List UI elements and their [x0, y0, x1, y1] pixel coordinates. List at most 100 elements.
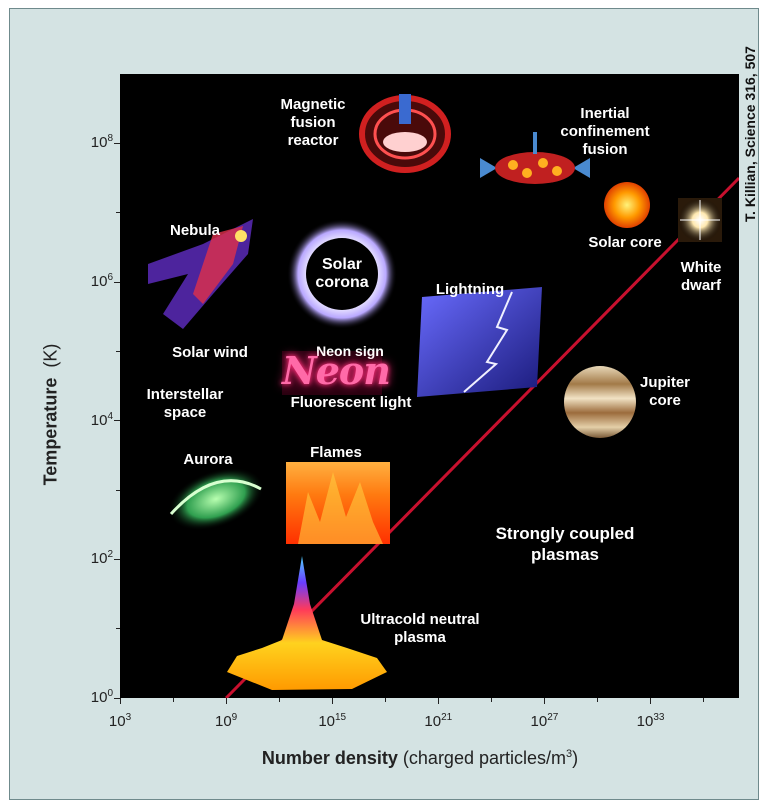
- y-tick-base: 10: [90, 689, 108, 706]
- x-tick-exp: 27: [547, 712, 559, 723]
- label-aurora-line1: Aurora: [183, 451, 233, 468]
- y-tick-exp: 2: [107, 549, 113, 561]
- inertial-confinement-fusion-icon: [480, 132, 590, 184]
- nebula-icon: [148, 219, 253, 329]
- x-tick-label: 1021: [403, 712, 473, 730]
- label-lightning-line1: Lightning: [435, 281, 505, 298]
- y-axis-label-unit: (K): [40, 343, 61, 368]
- x-tick-exp: 15: [335, 712, 347, 723]
- x-tick-base: 10: [108, 713, 126, 730]
- label-fluorescent-light: Fluorescent light: [276, 394, 426, 412]
- label-magnetic-fusion-reactor-line2: fusion: [290, 114, 336, 131]
- label-solar-core-line1: Solar core: [588, 234, 662, 251]
- y-minor-tick-mark: [116, 628, 120, 630]
- y-tick-label: 108: [0, 133, 113, 151]
- neon-sign-backing: [282, 351, 382, 395]
- x-tick-base: 10: [318, 713, 335, 730]
- x-tick-base: 10: [530, 713, 548, 730]
- aurora-icon: [168, 467, 264, 531]
- y-tick-label: 102: [0, 549, 113, 567]
- label-lightning: Lightning: [420, 281, 520, 299]
- x-minor-tick-mark: [278, 698, 280, 702]
- x-tick-exp: 33: [653, 712, 665, 723]
- solar-corona-icon: [287, 219, 397, 329]
- x-axis-label: Number density (charged particles/m3): [160, 748, 680, 769]
- label-neon-sign-line1: Neon sign: [316, 343, 384, 359]
- solar-core-icon: [604, 182, 650, 228]
- x-tick-mark: [437, 698, 439, 704]
- y-tick-exp: 0: [107, 688, 113, 699]
- x-tick-label: 1027: [509, 712, 579, 730]
- jupiter-core-icon: [564, 366, 636, 438]
- label-ultracold-line1: Ultracold neutral: [360, 611, 480, 628]
- label-magnetic-fusion-reactor-line3: reactor: [287, 132, 339, 149]
- y-tick-mark: [114, 281, 120, 283]
- y-tick-base: 10: [90, 411, 108, 429]
- label-flames-line1: Flames: [310, 444, 362, 461]
- label-white-dwarf: White dwarf: [668, 259, 734, 295]
- label-fluorescent-line1: Fluorescent light: [290, 394, 412, 411]
- label-white-dwarf-line1: White: [680, 259, 722, 276]
- y-tick-base: 10: [90, 550, 108, 568]
- x-tick-exp: 21: [441, 712, 453, 723]
- y-tick-mark: [114, 558, 120, 560]
- y-tick-exp: 8: [107, 133, 113, 145]
- x-tick-base: 10: [214, 713, 232, 730]
- label-jupiter-core: Jupiter core: [625, 374, 705, 410]
- credit-text: T. Killian, Science 316, 507: [742, 46, 758, 222]
- label-magnetic-fusion-reactor-line1: Magnetic: [280, 96, 346, 113]
- neon-sign-graphic: Neon: [282, 348, 391, 393]
- x-axis-label-unit: (charged particles/m: [402, 748, 566, 768]
- label-nebula: Nebula: [150, 222, 240, 240]
- y-tick-mark: [114, 142, 120, 144]
- label-solar-wind-line1: Solar wind: [172, 344, 248, 361]
- y-tick-label: 100: [0, 688, 113, 706]
- plot-svg: [148, 94, 739, 698]
- label-interstellar-line1: Interstellar: [146, 386, 224, 403]
- x-minor-tick-mark: [703, 698, 705, 702]
- flames-icon: [286, 462, 390, 544]
- x-axis-label-text: Number density: [261, 748, 398, 768]
- x-minor-tick-mark: [597, 698, 598, 702]
- x-tick-label: 1015: [297, 712, 367, 730]
- y-tick-mark: [114, 420, 120, 422]
- x-tick-label: 103: [85, 712, 155, 730]
- x-axis-label-unit-exp: 3: [566, 748, 573, 760]
- label-inertial-line1: Inertial: [580, 105, 630, 122]
- label-jupiter-line2: core: [649, 392, 681, 409]
- x-minor-tick-mark: [384, 698, 386, 702]
- label-nebula-line1: Nebula: [169, 222, 220, 239]
- label-jupiter-line1: Jupiter: [639, 374, 690, 391]
- y-tick-mark: [114, 697, 120, 699]
- y-tick-base: 10: [90, 134, 108, 152]
- plot-area: Magnetic fusion reactor Inertial confine…: [120, 74, 739, 698]
- label-ultracold-neutral-plasma: Ultracold neutral plasma: [345, 611, 495, 647]
- x-tick-mark: [119, 698, 121, 704]
- label-interstellar-line2: space: [163, 404, 207, 421]
- label-ultracold-line2: plasma: [394, 629, 446, 646]
- x-tick-exp: 3: [125, 712, 132, 723]
- magnetic-fusion-reactor-icon: [359, 94, 451, 173]
- x-minor-tick-mark: [490, 698, 492, 702]
- ultracold-neutral-plasma-icon: [227, 556, 387, 690]
- y-minor-tick-mark: [116, 212, 120, 214]
- label-flames: Flames: [296, 444, 376, 462]
- x-tick-base: 10: [424, 713, 442, 730]
- x-tick-mark: [543, 698, 545, 704]
- label-solar-corona-line2: corona: [315, 274, 369, 291]
- label-aurora: Aurora: [168, 451, 248, 469]
- label-solar-corona: Solar corona: [302, 256, 382, 292]
- label-strongly-coupled-text: Strongly coupled plasmas: [495, 524, 635, 564]
- y-minor-tick-mark: [116, 350, 120, 352]
- x-tick-mark: [225, 698, 227, 704]
- label-inertial-line2: confinement: [560, 123, 650, 140]
- label-inertial-line3: fusion: [582, 141, 628, 158]
- x-minor-tick-mark: [172, 698, 174, 702]
- x-tick-base: 10: [636, 713, 654, 730]
- label-strongly-coupled-plasmas: Strongly coupled plasmas: [475, 523, 655, 565]
- y-axis-label: Temperature (K): [41, 310, 62, 520]
- label-solar-corona-line1: Solar: [321, 256, 362, 273]
- white-dwarf-icon: [678, 198, 722, 242]
- y-tick-base: 10: [90, 273, 108, 290]
- x-tick-mark: [331, 698, 333, 704]
